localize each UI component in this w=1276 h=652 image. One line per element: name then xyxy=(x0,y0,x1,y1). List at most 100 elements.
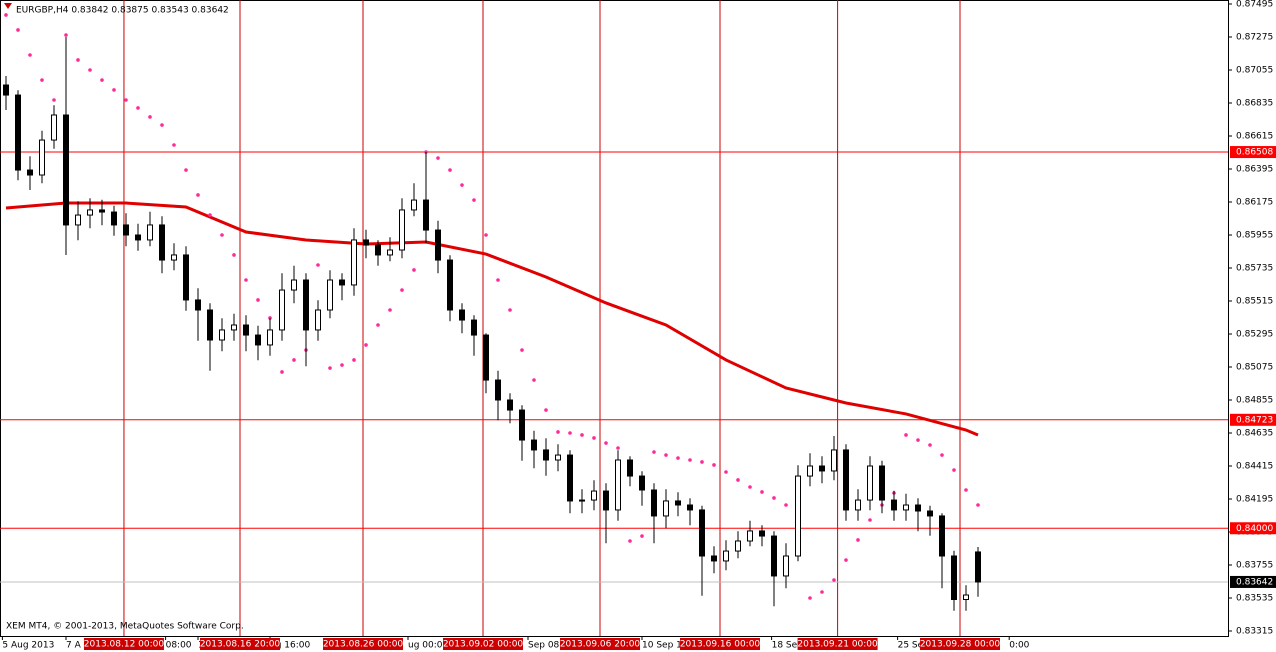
candle-body xyxy=(363,239,369,246)
candle-body xyxy=(843,449,849,511)
vertical-line-label: 2013.08.26 00:00 xyxy=(323,640,404,650)
sar-dot xyxy=(832,578,836,582)
candle-body xyxy=(399,209,405,251)
vertical-line-label: 2013.09.06 20:00 xyxy=(560,640,641,650)
candle-body xyxy=(579,499,585,502)
y-tick-label: 0.84855 xyxy=(1236,396,1273,406)
candle-body xyxy=(375,244,381,256)
candle-body xyxy=(219,329,225,341)
candle-body xyxy=(627,459,633,477)
candle-body xyxy=(879,465,885,501)
candle-body xyxy=(651,489,657,517)
sar-dot xyxy=(772,496,776,500)
sar-dot xyxy=(520,348,524,352)
candle-body xyxy=(231,324,237,331)
level-label-box xyxy=(1230,413,1276,426)
candle-body xyxy=(267,329,273,346)
sar-dot xyxy=(100,78,104,82)
candle-body xyxy=(495,379,501,401)
candle-body xyxy=(327,279,333,311)
candle-body xyxy=(951,555,957,600)
sar-dot xyxy=(664,453,668,457)
sar-dot xyxy=(220,233,224,237)
sar-dot xyxy=(436,156,440,160)
sar-dot xyxy=(844,558,848,562)
sar-dot xyxy=(376,323,380,327)
copyright: XEM MT4, © 2001-2013, MetaQuotes Softwar… xyxy=(6,622,244,632)
candle-body xyxy=(99,209,105,213)
candle-body xyxy=(567,454,573,502)
sar-dot xyxy=(136,106,140,110)
candle-body xyxy=(855,499,861,511)
sar-dot xyxy=(52,98,56,102)
sar-dot xyxy=(232,253,236,257)
chart-title: EURGBP,H4 0.83842 0.83875 0.83543 0.8364… xyxy=(16,6,229,16)
x-tick-label: 10 Sep 16:00 xyxy=(642,641,702,651)
sar-dot xyxy=(196,193,200,197)
candle-body xyxy=(75,214,81,226)
y-tick-label: 0.86175 xyxy=(1236,198,1273,208)
candle-body xyxy=(675,500,681,506)
y-tick-label: 0.87055 xyxy=(1236,66,1273,76)
candle-body xyxy=(447,259,453,311)
sar-dot xyxy=(784,503,788,507)
x-tick-label: Sep 08:00 xyxy=(528,641,574,651)
candle-body xyxy=(159,224,165,261)
y-tick-label: 0.84635 xyxy=(1236,429,1273,439)
sar-dot xyxy=(760,490,764,494)
x-tick-label: 5 Aug 2013 xyxy=(2,641,54,651)
candle-body xyxy=(963,594,969,600)
candle-body xyxy=(639,475,645,491)
candle-body xyxy=(303,279,309,331)
candle-body xyxy=(939,515,945,557)
sar-dot xyxy=(472,198,476,202)
x-tick-label: 7 A xyxy=(66,641,82,651)
candle-body xyxy=(423,199,429,231)
sar-dot xyxy=(352,358,356,362)
sar-dot xyxy=(184,168,188,172)
sar-dot xyxy=(256,298,260,302)
candle-body xyxy=(543,449,549,461)
sar-dot xyxy=(448,168,452,172)
candle-body xyxy=(531,439,537,451)
candle-body xyxy=(291,279,297,291)
candle-body xyxy=(255,334,261,346)
candle-body xyxy=(891,499,897,511)
candle-body xyxy=(171,254,177,261)
candle-body xyxy=(615,459,621,511)
sar-dot xyxy=(652,450,656,454)
sar-dot xyxy=(688,458,692,462)
current-price-label: 0.83642 xyxy=(1236,577,1273,587)
candle-body xyxy=(183,254,189,301)
y-tick-label: 0.87275 xyxy=(1236,33,1273,43)
sar-dot xyxy=(748,485,752,489)
candle-body xyxy=(147,224,153,241)
vertical-line-label-box xyxy=(680,638,760,650)
candle-body xyxy=(15,94,21,171)
y-tick-label: 0.85075 xyxy=(1236,363,1273,373)
candle-body xyxy=(747,530,753,542)
candle-body xyxy=(51,114,57,141)
candle-body xyxy=(795,475,801,557)
vertical-line-label-box xyxy=(200,638,280,650)
vertical-line-label: 2013.08.12 00:00 xyxy=(84,640,165,650)
sar-dot xyxy=(484,233,488,237)
sar-dot xyxy=(124,98,128,102)
sar-dot xyxy=(496,278,500,282)
y-tick-label: 0.86615 xyxy=(1236,132,1273,142)
x-tick-label: 0:00 xyxy=(1009,641,1029,651)
vertical-line-label-box xyxy=(323,638,403,650)
candle-body xyxy=(63,114,69,226)
y-tick-label: 0.83755 xyxy=(1236,561,1273,571)
sar-dot xyxy=(928,443,932,447)
candle-body xyxy=(807,465,813,477)
sar-dot xyxy=(400,288,404,292)
sar-dot xyxy=(76,58,80,62)
candle-body xyxy=(3,84,9,96)
sar-dot xyxy=(412,268,416,272)
x-tick-label: ug 00:00 xyxy=(408,641,448,651)
sar-dot xyxy=(592,436,596,440)
sar-dot xyxy=(952,468,956,472)
